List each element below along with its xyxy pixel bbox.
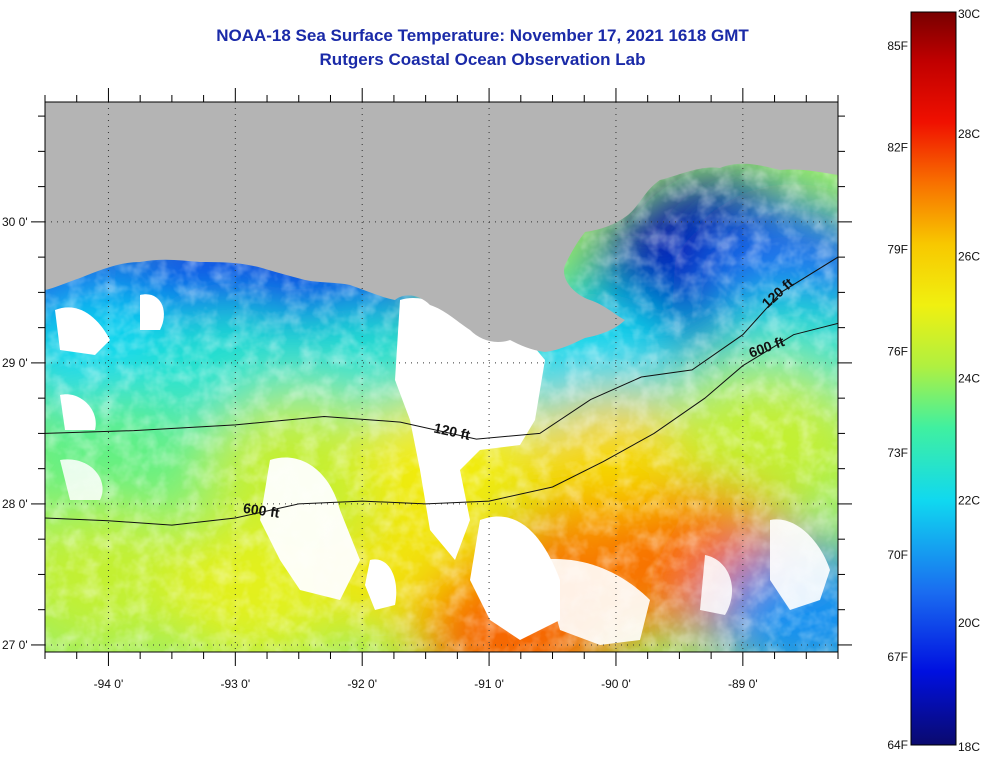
fahrenheit-label: 76F	[887, 344, 908, 358]
celsius-label: 30C	[958, 7, 980, 21]
depth-contour-line	[45, 256, 838, 440]
fahrenheit-label: 82F	[887, 141, 908, 155]
land	[45, 102, 838, 352]
fahrenheit-label: 85F	[887, 39, 908, 53]
map-subtitle: Rutgers Coastal Ocean Observation Lab	[319, 50, 646, 69]
celsius-label: 24C	[958, 372, 980, 386]
colorbar-gradient	[910, 11, 957, 746]
longitude-label: -93 0'	[220, 677, 250, 691]
colorbar-celsius-labels: 30C 28C 26C 24C 22C 20C 18C	[958, 7, 980, 754]
colorbar: 85F 82F 79F 76F 73F 70F 67F 64F 30C 28C 26C 24C 22C…	[887, 7, 980, 754]
colorbar-fahrenheit-labels: 85F 82F 79F 76F 73F 70F 67F 64F	[887, 39, 908, 752]
longitude-label: -92 0'	[347, 677, 377, 691]
map-title: NOAA-18 Sea Surface Temperature: Novembe…	[216, 26, 749, 45]
longitude-labels: -94 0' -93 0' -92 0' -91 0' -90 0' -89 0'	[94, 677, 758, 691]
latitude-label: 27 0'	[2, 638, 28, 652]
fahrenheit-label: 67F	[887, 650, 908, 664]
fahrenheit-label: 79F	[887, 243, 908, 257]
map-frame	[44, 101, 839, 653]
axis-ticks	[31, 88, 852, 666]
latitude-label: 29 0'	[2, 356, 28, 370]
celsius-label: 18C	[958, 740, 980, 754]
latitude-labels: 30 0' 29 0' 28 0' 27 0'	[2, 215, 28, 652]
fahrenheit-label: 70F	[887, 548, 908, 562]
celsius-label: 20C	[958, 616, 980, 630]
celsius-label: 22C	[958, 494, 980, 508]
celsius-label: 26C	[958, 249, 980, 263]
longitude-label: -94 0'	[94, 677, 124, 691]
fahrenheit-label: 64F	[887, 738, 908, 752]
contour-label: 600 ft	[242, 500, 281, 521]
bathymetry-contours	[45, 256, 838, 526]
contour-label: 120 ft	[433, 420, 472, 443]
longitude-label: -89 0'	[728, 677, 758, 691]
graticule	[45, 102, 838, 652]
latitude-label: 30 0'	[2, 215, 28, 229]
latitude-label: 28 0'	[2, 497, 28, 511]
fahrenheit-label: 73F	[887, 446, 908, 460]
celsius-label: 28C	[958, 127, 980, 141]
depth-contour-line	[45, 322, 838, 526]
longitude-label: -91 0'	[474, 677, 504, 691]
longitude-label: -90 0'	[601, 677, 631, 691]
